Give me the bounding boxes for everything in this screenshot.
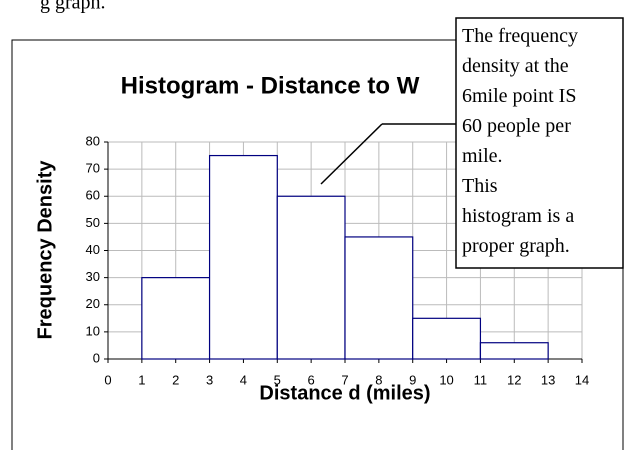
- callout-line: 6mile point IS: [462, 85, 576, 107]
- y-tick-label: 10: [86, 323, 100, 338]
- x-tick-label: 0: [104, 372, 111, 387]
- bar: [344, 236, 414, 360]
- y-tick-label: 50: [86, 215, 100, 230]
- x-tick-label: 7: [341, 372, 348, 387]
- callout-line: mile.: [462, 145, 503, 167]
- callout-text: The frequency density at the 6mile point I…: [462, 25, 578, 257]
- leader-line: [320, 123, 383, 185]
- y-axis-label: Frequency Density: [34, 160, 56, 340]
- y-tick-label: 40: [86, 242, 100, 257]
- y-tick-label: 30: [86, 269, 100, 284]
- page-text: g graph.: [40, 0, 106, 14]
- y-tick-label: 20: [86, 296, 100, 311]
- x-tick-label: 5: [274, 372, 281, 387]
- bar: [276, 195, 346, 360]
- bar: [141, 277, 211, 360]
- x-tick-label: 14: [575, 372, 589, 387]
- callout-line: The frequency: [462, 25, 578, 47]
- x-tick-label: 2: [172, 372, 179, 387]
- x-tick-label: 4: [240, 372, 247, 387]
- x-tick-label: 12: [507, 372, 521, 387]
- x-tick-label: 3: [206, 372, 213, 387]
- bar: [412, 317, 482, 360]
- x-tick-label: 9: [409, 372, 416, 387]
- callout-line: density at the: [462, 55, 569, 77]
- x-tick-label: 10: [439, 372, 453, 387]
- callout-line: proper graph.: [462, 235, 570, 257]
- x-axis-label: Distance d (miles): [259, 382, 430, 404]
- x-tick-label: 13: [541, 372, 555, 387]
- x-tick-label: 11: [474, 372, 488, 387]
- callout-line: 60 people per: [462, 115, 571, 137]
- x-tick-label: 6: [308, 372, 315, 387]
- chart-title: Histogram - Distance to W: [121, 72, 420, 99]
- x-tick-label: 1: [138, 372, 145, 387]
- y-tick-label: 0: [93, 350, 100, 365]
- callout-line: This: [462, 175, 498, 197]
- y-tick-label: 80: [86, 133, 100, 148]
- callout-box: [455, 17, 624, 269]
- x-tick-label: 8: [375, 372, 382, 387]
- bar: [479, 342, 549, 360]
- callout-line: histogram is a: [462, 205, 574, 227]
- bar: [208, 154, 278, 360]
- y-tick-label: 70: [86, 161, 100, 176]
- y-tick-label: 60: [86, 188, 100, 203]
